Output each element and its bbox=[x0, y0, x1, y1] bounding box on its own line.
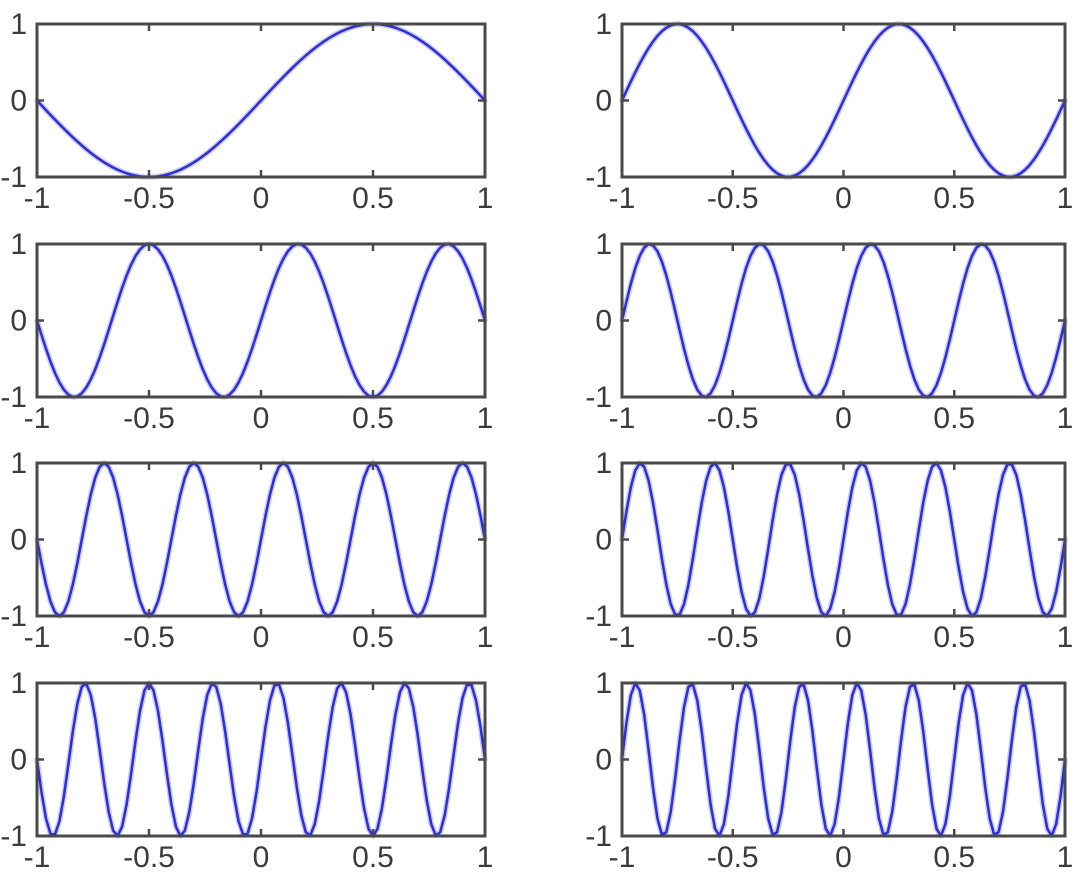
x-tick-label: 1 bbox=[477, 841, 494, 874]
subplot-plot-area: -1 -0.5 0 0.5 1 -1 0 1 bbox=[585, 667, 1074, 874]
x-tick-label: -1 bbox=[24, 182, 51, 215]
x-tick-label: 1 bbox=[1057, 841, 1074, 874]
x-tick-label: 1 bbox=[477, 182, 494, 215]
sine-curve bbox=[35, 681, 487, 837]
y-tick-label: 1 bbox=[10, 228, 27, 261]
y-tick-label: 1 bbox=[595, 228, 612, 261]
y-tick-label: 0 bbox=[595, 524, 612, 557]
subplot-plot-area: -1 -0.5 0 0.5 1 -1 0 1 bbox=[585, 228, 1074, 435]
x-tick-label: -1 bbox=[609, 841, 636, 874]
x-tick-label: 0.5 bbox=[933, 402, 975, 435]
subplot-r1-c2: -1 -0.5 0 0.5 1 -1 0 1 bbox=[540, 0, 1080, 220]
x-tick-label: 0 bbox=[835, 182, 852, 215]
x-tick-label: 1 bbox=[477, 621, 494, 654]
x-tick-label: -0.5 bbox=[123, 621, 175, 654]
x-tick-label: 0.5 bbox=[933, 841, 975, 874]
x-tick-label: -0.5 bbox=[707, 402, 759, 435]
subplot-r4-c1: -1 -0.5 0 0.5 1 -1 0 1 bbox=[0, 659, 540, 878]
x-tick-label: 0 bbox=[253, 402, 270, 435]
y-tick-label: 1 bbox=[10, 667, 27, 700]
x-tick-label: -1 bbox=[609, 182, 636, 215]
y-tick-label: -1 bbox=[585, 381, 612, 414]
x-tick-label: -0.5 bbox=[707, 621, 759, 654]
subplot-r1-c1: -1 -0.5 0 0.5 1 -1 0 1 bbox=[0, 0, 540, 220]
subplot-r4-c2: -1 -0.5 0 0.5 1 -1 0 1 bbox=[540, 659, 1080, 878]
y-tick-label: 1 bbox=[595, 667, 612, 700]
x-tick-label: -0.5 bbox=[707, 182, 759, 215]
y-tick-label: 0 bbox=[10, 85, 27, 118]
subplot-r3-c1: -1 -0.5 0 0.5 1 -1 0 1 bbox=[0, 439, 540, 659]
y-tick-label: 0 bbox=[595, 85, 612, 118]
y-tick-label: 1 bbox=[10, 8, 27, 41]
sine-curve bbox=[35, 461, 487, 618]
x-tick-label: 0 bbox=[835, 841, 852, 874]
y-tick-label: -1 bbox=[0, 381, 27, 414]
subplot-r2-c2: -1 -0.5 0 0.5 1 -1 0 1 bbox=[540, 220, 1080, 440]
y-tick-label: 0 bbox=[10, 743, 27, 776]
x-tick-label: -0.5 bbox=[123, 402, 175, 435]
x-tick-label: -1 bbox=[609, 402, 636, 435]
x-tick-label: 0.5 bbox=[352, 182, 394, 215]
y-tick-label: 1 bbox=[595, 8, 612, 41]
x-tick-label: 0.5 bbox=[352, 841, 394, 874]
y-tick-label: 1 bbox=[595, 447, 612, 480]
subplot-plot-area: -1 -0.5 0 0.5 1 -1 0 1 bbox=[0, 8, 494, 215]
y-tick-label: 0 bbox=[595, 304, 612, 337]
sine-curve bbox=[620, 681, 1067, 837]
subplot-plot-area: -1 -0.5 0 0.5 1 -1 0 1 bbox=[0, 667, 494, 874]
y-tick-label: -1 bbox=[0, 600, 27, 633]
y-tick-label: -1 bbox=[585, 820, 612, 853]
x-tick-label: -0.5 bbox=[123, 841, 175, 874]
x-tick-label: -0.5 bbox=[123, 182, 175, 215]
sine-curve bbox=[620, 22, 1067, 179]
x-tick-label: 0.5 bbox=[933, 621, 975, 654]
sine-curve bbox=[35, 22, 487, 179]
x-tick-label: 1 bbox=[477, 402, 494, 435]
subplot-plot-area: -1 -0.5 0 0.5 1 -1 0 1 bbox=[585, 447, 1074, 654]
sine-curve bbox=[35, 242, 487, 398]
x-tick-label: 1 bbox=[1057, 621, 1074, 654]
x-tick-label: 1 bbox=[1057, 182, 1074, 215]
subplot-r3-c2: -1 -0.5 0 0.5 1 -1 0 1 bbox=[540, 439, 1080, 659]
y-tick-label: -1 bbox=[0, 161, 27, 194]
x-tick-label: -1 bbox=[24, 621, 51, 654]
x-tick-label: -1 bbox=[24, 841, 51, 874]
x-tick-label: 0 bbox=[253, 182, 270, 215]
x-tick-label: 0.5 bbox=[352, 402, 394, 435]
subplot-plot-area: -1 -0.5 0 0.5 1 -1 0 1 bbox=[585, 8, 1074, 215]
subplot-r2-c1: -1 -0.5 0 0.5 1 -1 0 1 bbox=[0, 220, 540, 440]
y-tick-label: 0 bbox=[10, 524, 27, 557]
y-tick-label: 1 bbox=[10, 447, 27, 480]
x-tick-label: 0 bbox=[253, 841, 270, 874]
subplot-plot-area: -1 -0.5 0 0.5 1 -1 0 1 bbox=[0, 447, 494, 654]
x-tick-label: -0.5 bbox=[707, 841, 759, 874]
x-tick-label: 1 bbox=[1057, 402, 1074, 435]
x-tick-label: -1 bbox=[609, 621, 636, 654]
y-tick-label: -1 bbox=[585, 600, 612, 633]
y-tick-label: -1 bbox=[0, 820, 27, 853]
x-tick-label: 0.5 bbox=[352, 621, 394, 654]
x-tick-label: -1 bbox=[24, 402, 51, 435]
x-tick-label: 0 bbox=[835, 402, 852, 435]
sine-curve bbox=[620, 461, 1067, 618]
y-tick-label: 0 bbox=[10, 304, 27, 337]
y-tick-label: -1 bbox=[585, 161, 612, 194]
sine-curve bbox=[620, 242, 1067, 398]
subplot-plot-area: -1 -0.5 0 0.5 1 -1 0 1 bbox=[0, 228, 494, 435]
y-tick-label: 0 bbox=[595, 743, 612, 776]
x-tick-label: 0.5 bbox=[933, 182, 975, 215]
x-tick-label: 0 bbox=[253, 621, 270, 654]
x-tick-label: 0 bbox=[835, 621, 852, 654]
